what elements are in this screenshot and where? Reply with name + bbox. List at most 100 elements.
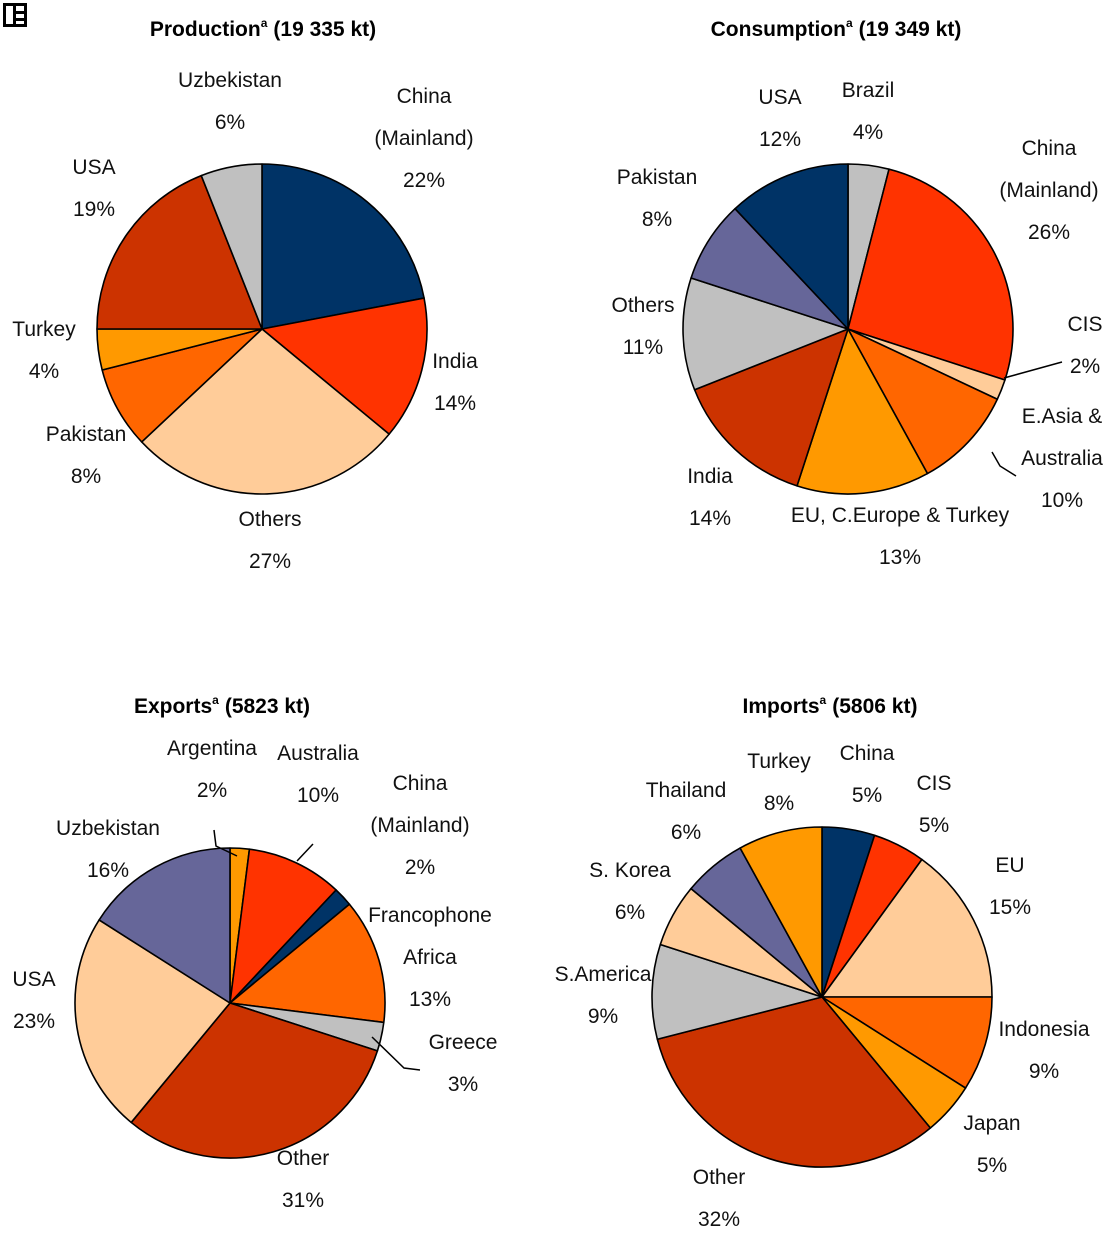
slice-label-china: China 5% (840, 742, 895, 807)
slice-label-china-mainland: China (Mainland) 2% (370, 772, 469, 879)
chart-title-total: (5806 kt) (832, 695, 917, 718)
slice-name: CIS (1067, 313, 1102, 336)
chart-title-main: Consumption (711, 18, 846, 41)
slice-name: Turkey (12, 318, 76, 341)
slice-label-cis: CIS 5% (916, 772, 951, 837)
slice-label-brazil: Brazil 4% (842, 79, 895, 144)
slice-name: Uzbekistan (56, 817, 160, 840)
slice-name: Uzbekistan (178, 69, 282, 92)
slice-percent: 2% (1070, 355, 1100, 378)
leader-line-china-mainland (296, 843, 314, 862)
pie-slice-china-mainland (261, 163, 425, 330)
slice-label-greece: Greece 3% (429, 1031, 498, 1096)
slice-percent: 2% (405, 856, 435, 879)
slice-percent: 4% (853, 121, 883, 144)
chart-title-superscript: a (846, 16, 853, 30)
slice-percent: 14% (689, 507, 731, 530)
slice-percent: 11% (623, 336, 663, 359)
leader-line-eu-c-europe-turkey (991, 451, 1017, 477)
chart-title-main: Production (150, 18, 261, 41)
slice-name: Indonesia (998, 1018, 1089, 1041)
slice-percent: 27% (249, 550, 291, 573)
slice-name: Pakistan (46, 423, 127, 446)
pie-slice-francophone-africa (229, 903, 386, 1024)
slice-percent: 8% (71, 465, 101, 488)
slice-label-argentina: Argentina 2% (167, 737, 257, 802)
pie-chart-imports: Importsa (5806 kt) China 5% CIS 5% EU 15% Indone… (555, 693, 1090, 1231)
slice-name: India (432, 350, 478, 373)
pie-slice-eu (821, 858, 993, 998)
slice-name: USA (758, 86, 801, 109)
chart-title-superscript: a (820, 693, 827, 707)
slice-percent: 13% (879, 546, 921, 569)
pie-slice-e-asia-australia (847, 328, 999, 475)
pie-slice-usa (96, 174, 263, 330)
slice-percent: 22% (403, 169, 445, 192)
slice-percent: 4% (29, 360, 59, 383)
slice-name: Argentina (167, 737, 257, 760)
slice-percent: 9% (588, 1005, 618, 1028)
slice-name: EU (995, 854, 1024, 877)
pie-slice-indonesia (821, 996, 993, 1089)
slice-label-thailand: Thailand 6% (646, 779, 727, 844)
slice-name: Other (693, 1166, 746, 1189)
slice-percent: 13% (409, 988, 451, 1011)
pie-slice-uzbekistan (200, 163, 263, 330)
slice-percent: 9% (1029, 1060, 1059, 1083)
pie-slice-usa (74, 919, 231, 1124)
slice-name: EU, C.Europe & Turkey (791, 504, 1010, 527)
slice-percent: 8% (642, 208, 672, 231)
slice-label-others: Others 27% (238, 508, 301, 573)
slice-percent: 5% (977, 1154, 1007, 1177)
document-icon (2, 2, 28, 28)
slice-name: USA (12, 968, 55, 991)
pie-slice-others (682, 277, 849, 391)
slice-percent: 3% (448, 1073, 478, 1096)
slice-label-usa: USA 12% (758, 86, 801, 151)
slice-name: Others (238, 508, 301, 531)
slice-name: E.Asia & (1022, 405, 1103, 428)
slice-name: (Mainland) (999, 179, 1098, 202)
slice-name: Other (277, 1147, 330, 1170)
slice-label-s-america: S.America 9% (555, 963, 652, 1028)
slice-label-pakistan: Pakistan 8% (46, 423, 127, 488)
slice-name: Others (611, 294, 674, 317)
slice-label-uzbekistan: Uzbekistan 6% (178, 69, 282, 134)
slice-label-other: Other 32% (693, 1166, 746, 1231)
slice-label-eu-c-europe-turkey: EU, C.Europe & Turkey 13% (791, 504, 1010, 569)
slice-percent: 6% (615, 901, 645, 924)
slice-percent: 8% (764, 792, 794, 815)
slice-label-china-mainland: China (Mainland) 26% (999, 137, 1098, 244)
slice-percent: 32% (698, 1208, 740, 1231)
slice-percent: 10% (1041, 489, 1083, 512)
slice-label-others: Others 11% (611, 294, 674, 359)
pie-slice-australia (229, 848, 337, 1004)
pie-slice-other (656, 996, 932, 1168)
pie-slice-usa (734, 163, 849, 330)
slice-label-eu: EU 15% (989, 854, 1031, 919)
slice-percent: 6% (671, 821, 701, 844)
slice-name: Africa (403, 946, 457, 969)
slice-name: China (397, 85, 452, 108)
pie-slice-india (693, 328, 849, 487)
chart-title-main: Imports (743, 695, 820, 718)
chart-title-total: (19 349 kt) (859, 18, 962, 41)
slice-label-india: India 14% (432, 350, 478, 415)
slice-label-japan: Japan 5% (963, 1112, 1020, 1177)
pie-slice-india (261, 297, 428, 435)
slice-label-francophone-africa: Francophone Africa 13% (368, 904, 492, 1011)
slice-name: Pakistan (617, 166, 698, 189)
slice-label-s-korea: S. Korea 6% (589, 859, 671, 924)
slice-percent: 12% (759, 128, 801, 151)
slice-percent: 14% (434, 392, 476, 415)
pie-chart-production: Productiona (19 335 kt) China (Mainland) 22%… (12, 16, 478, 573)
slice-percent: 5% (852, 784, 882, 807)
slice-name: CIS (916, 772, 951, 795)
slice-name: China (840, 742, 895, 765)
slice-percent: 19% (73, 198, 115, 221)
slice-name: USA (72, 156, 115, 179)
pie-slice-china-mainland (847, 168, 1014, 381)
leader-line-e-asia-australia (1003, 361, 1063, 379)
slice-name: (Mainland) (374, 127, 473, 150)
